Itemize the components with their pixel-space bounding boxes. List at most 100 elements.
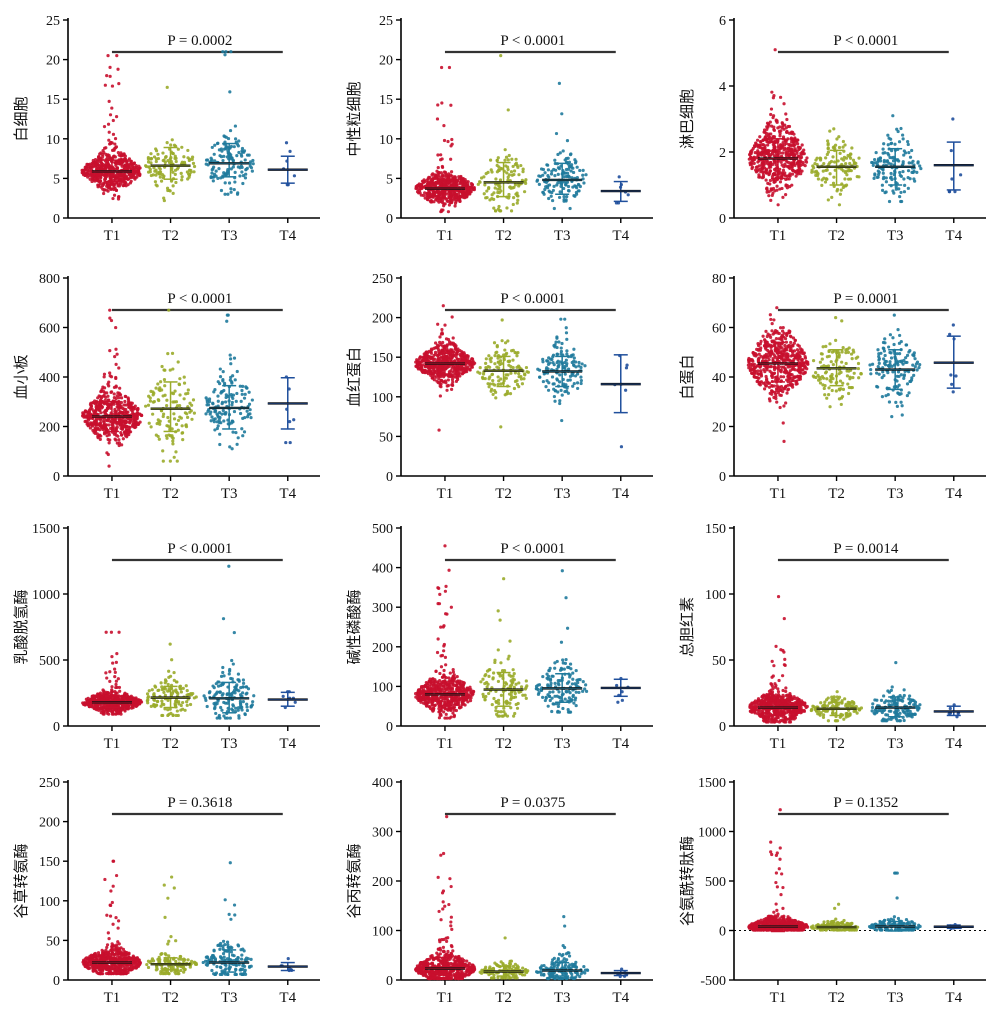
data-point [116,402,119,405]
data-point [466,192,469,195]
data-point [878,357,881,360]
data-point [181,175,184,178]
data-point [912,374,915,377]
data-point [491,373,494,376]
data-point [492,191,495,194]
data-point [440,176,443,179]
data-point [782,102,785,105]
data-point [624,389,627,392]
data-point [778,187,781,190]
data-point [123,180,126,183]
y-tick-label: 0 [386,212,393,227]
data-point [134,176,137,179]
data-point [567,168,570,171]
data-point [516,166,519,169]
data-point [793,375,796,378]
data-point [433,183,436,186]
y-tick-label: 20 [379,54,393,69]
data-point [819,157,822,160]
data-point [210,415,213,418]
data-point [787,125,790,128]
data-point [882,172,885,175]
data-point [908,161,911,164]
data-point [127,398,130,401]
data-point [906,354,909,357]
data-point [222,409,225,412]
data-point [547,168,550,171]
data-point [778,386,781,389]
data-point [171,439,174,442]
data-point [877,352,880,355]
data-point [172,184,175,187]
data-point [778,151,781,154]
data-point [165,404,168,407]
data-point [538,369,541,372]
data-point [103,428,106,431]
data-point [559,190,562,193]
data-point [488,375,491,378]
x-tick-label: T4 [612,228,629,244]
data-point [107,384,110,387]
data-point [840,319,843,322]
data-point [802,149,805,152]
data-point [873,174,876,177]
data-point [798,161,801,164]
data-point [560,346,563,349]
data-point [108,371,111,374]
data-point [244,173,247,176]
data-point [777,203,780,206]
data-point [848,162,851,165]
data-point [206,158,209,161]
data-point [450,388,453,391]
data-point [837,352,840,355]
data-point [508,173,511,176]
data-point [185,423,188,426]
data-point [553,159,556,162]
data-point [860,372,863,375]
data-point [82,173,85,176]
data-point [556,353,559,356]
data-point [770,125,773,128]
x-tick-label: T4 [612,486,629,502]
data-point [541,191,544,194]
data-point [779,351,782,354]
data-point [127,431,130,434]
data-point [785,378,788,381]
data-point [759,342,762,345]
data-point [843,143,846,146]
data-point [425,355,428,358]
data-point [544,385,547,388]
data-point [553,400,556,403]
data-point [103,386,106,389]
data-point [758,135,761,138]
data-point [442,124,445,127]
data-point [193,412,196,415]
data-point [240,170,243,173]
data-point [161,151,164,154]
data-point [618,175,621,178]
data-point [430,199,433,202]
data-point [127,159,130,162]
data-point [512,349,515,352]
x-tick-label: T2 [495,486,512,502]
data-point [493,341,496,344]
data-point [102,165,105,168]
data-point [627,193,630,196]
data-point [782,404,785,407]
data-point [156,382,159,385]
data-point [114,376,117,379]
data-point [877,173,880,176]
data-point [791,354,794,357]
data-point [104,84,107,87]
data-point [779,180,782,183]
data-point [500,362,503,365]
data-point [574,160,577,163]
data-point [826,355,829,358]
data-point [96,396,99,399]
data-point [888,400,891,403]
data-point [444,202,447,205]
data-point [907,151,910,154]
data-point [812,359,815,362]
data-point [437,348,440,351]
